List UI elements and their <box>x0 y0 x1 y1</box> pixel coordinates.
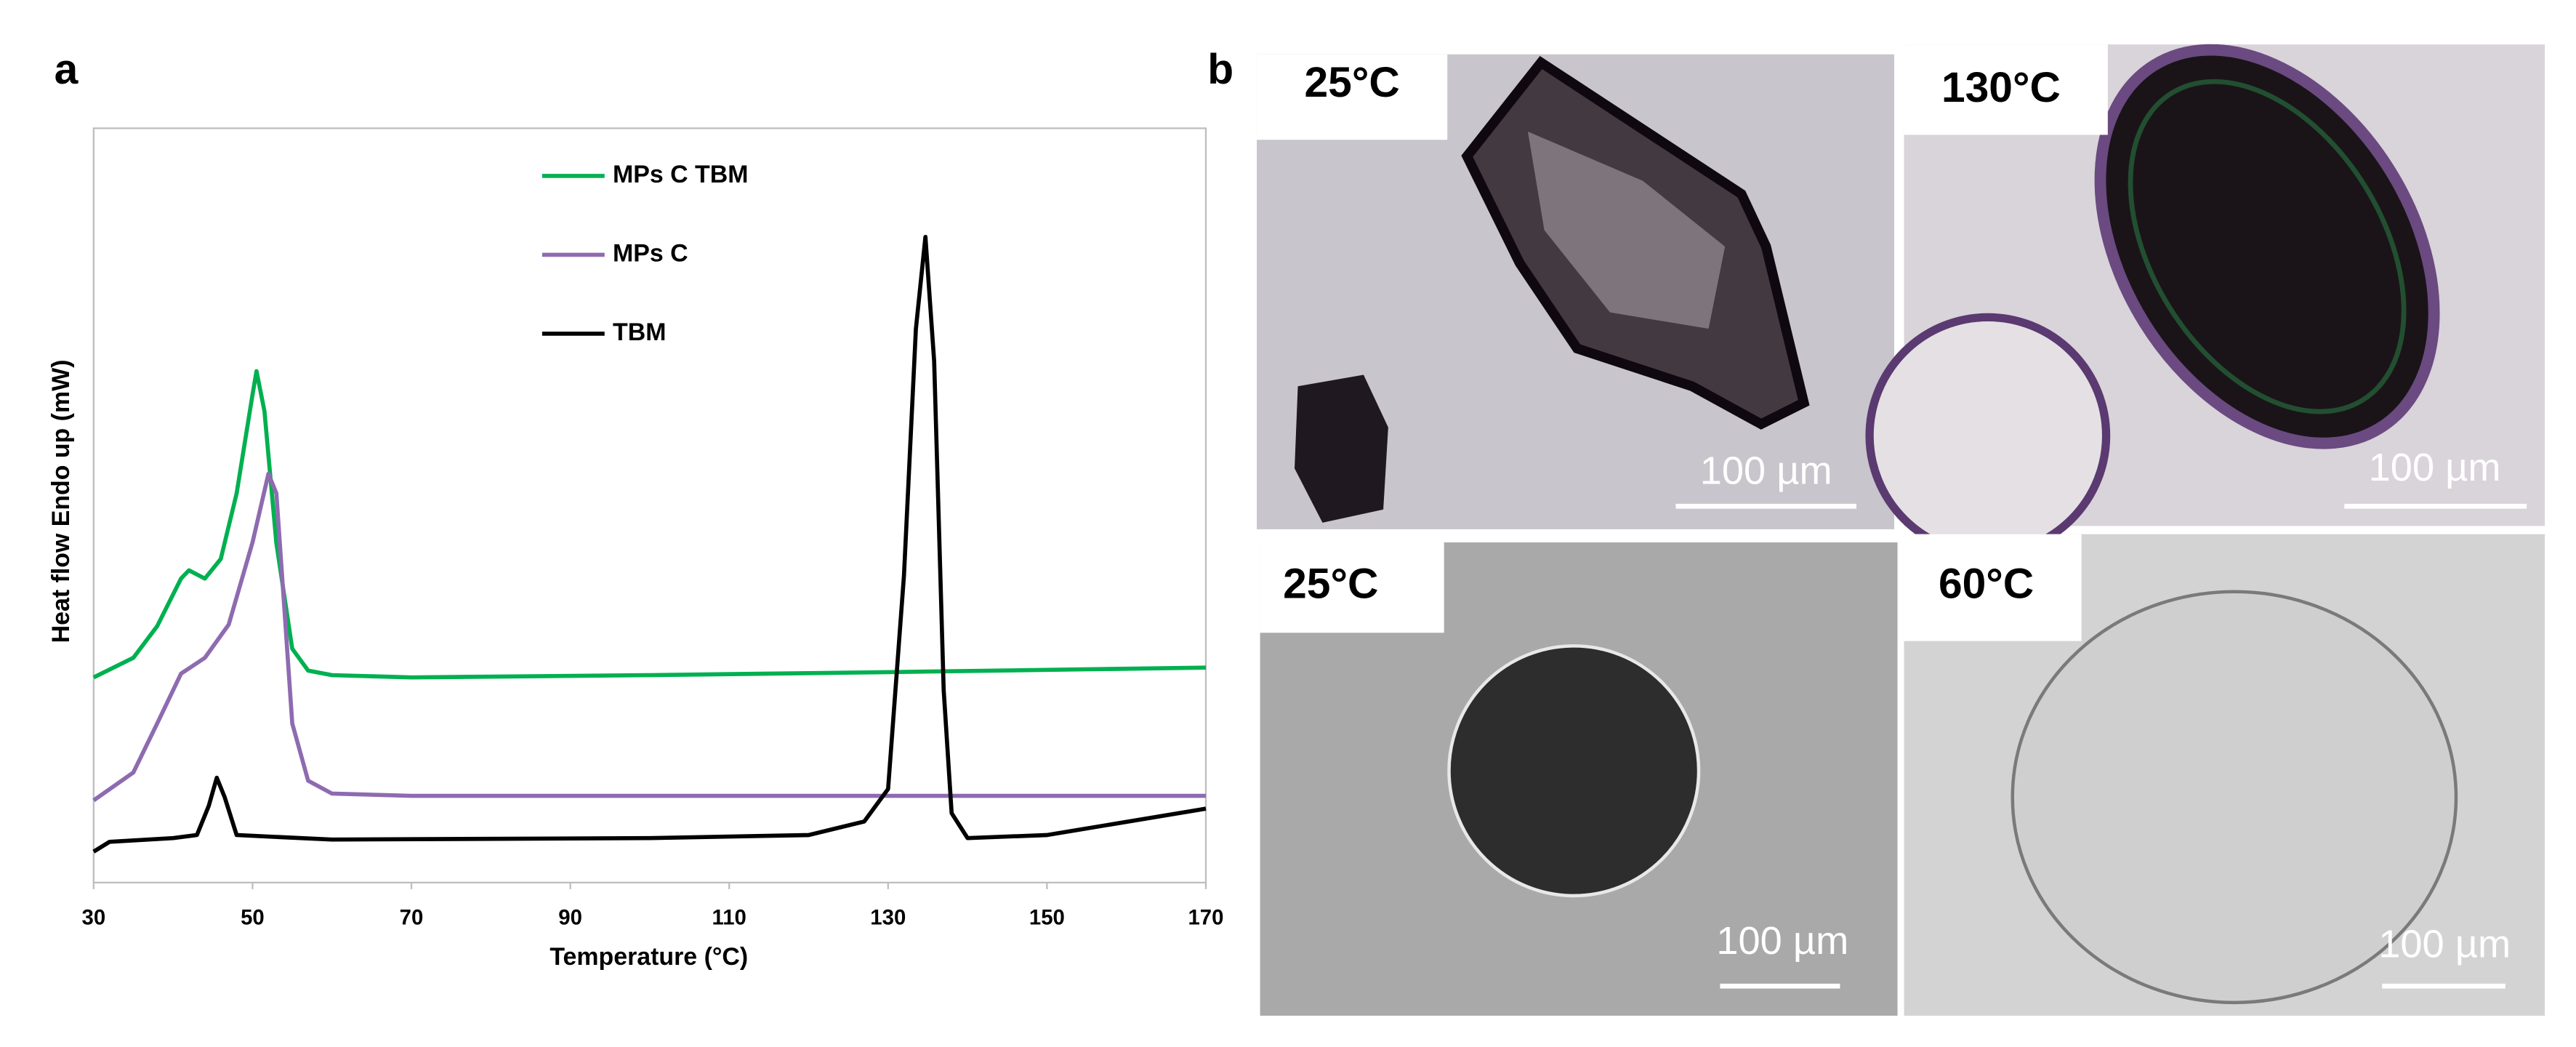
x-tick-label: 150 <box>1029 905 1065 929</box>
micrograph <box>1260 542 1898 1016</box>
panel-label: b <box>1207 46 1233 93</box>
temperature-label: 25°C <box>1305 59 1400 106</box>
series-line <box>92 369 1207 680</box>
x-tick-label: 30 <box>81 905 105 929</box>
crystal <box>1295 374 1388 523</box>
series-line <box>92 471 1206 803</box>
melted-droplet <box>2011 590 2458 1005</box>
x-tick-label: 110 <box>712 905 746 929</box>
label-box <box>1257 54 1448 140</box>
melting-crystal <box>2094 44 2440 449</box>
x-tick-label: 130 <box>870 905 906 929</box>
scale-label: 100 µm <box>1700 449 1832 492</box>
droplet <box>1865 313 2111 558</box>
temperature-label: 60°C <box>1939 561 2034 608</box>
legend-label: MPs C TBM <box>613 161 748 188</box>
x-tick-label: 170 <box>1188 905 1223 929</box>
legend-label: MPs C <box>613 239 688 267</box>
panel-label: a <box>55 46 79 93</box>
crystal-facet <box>1527 131 1726 329</box>
micrograph <box>1904 534 2545 1016</box>
particle <box>1447 644 1701 898</box>
legend-label: TBM <box>613 318 666 346</box>
scale-label: 100 µm <box>1716 919 1848 963</box>
label-box <box>1904 44 2108 135</box>
scale-label: 100 µm <box>2378 922 2511 966</box>
halo <box>2128 79 2407 414</box>
label-box <box>1260 542 1444 633</box>
x-tick-label: 90 <box>558 905 582 929</box>
y-axis-label: Heat flow Endo up (mW) <box>47 360 75 643</box>
temperature-label: 130°C <box>1941 64 2061 111</box>
x-axis-label: Temperature (°C) <box>550 943 748 971</box>
x-tick-label: 50 <box>241 905 265 929</box>
x-tick-label: 70 <box>400 905 424 929</box>
label-box <box>1904 534 2082 641</box>
micrograph <box>1865 44 2545 558</box>
temperature-label: 25°C <box>1283 561 1378 608</box>
plot-frame <box>92 127 1207 883</box>
series-line <box>92 234 1207 854</box>
scale-label: 100 µm <box>2369 446 2501 489</box>
micrograph <box>1257 54 1895 529</box>
